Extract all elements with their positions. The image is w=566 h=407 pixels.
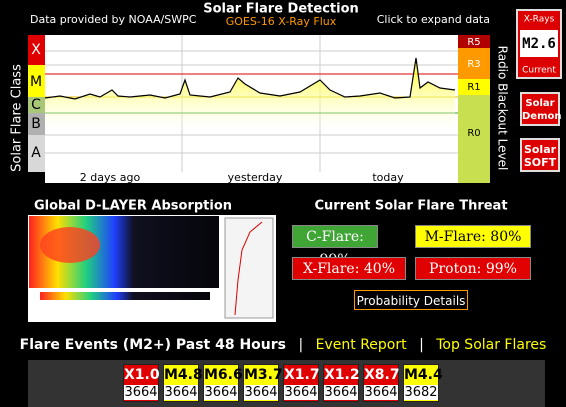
event-class: M4.8 [164,367,203,383]
event-class: M3.7 [244,367,283,383]
event-box[interactable]: M3.7 3664 [243,364,283,402]
class-band [28,113,45,135]
class-label: B [31,116,41,132]
class-label: M [30,74,42,90]
event-region: 3682 [404,385,438,400]
class-label: X [31,42,41,58]
event-box[interactable]: M6.6 3664 [203,364,243,402]
event-box[interactable]: X1.2 3664 [323,364,360,402]
blackout-band [458,79,490,95]
class-label: C [31,97,41,113]
absorption-colorbar [40,292,210,300]
time-axis [45,172,458,183]
threat-box: C-Flare: 99% [292,225,378,268]
absorption-profile [224,217,274,319]
blackout-level: R3 [467,59,480,70]
absorption-hotspot [40,227,100,263]
top-flares-link[interactable]: Top Solar Flares [435,337,546,353]
class-band [28,135,45,172]
event-region: 3664 [244,385,278,400]
event-region: 3664 [204,385,238,400]
event-class: M4.4 [404,367,443,383]
event-class: X1.0 [124,367,160,383]
subtitle: GOES-16 X-Ray Flux [226,15,337,28]
time-label: today [372,171,404,184]
blackout-label: Radio Blackout Level [496,46,510,171]
event-class: X1.7 [284,367,320,383]
blackout-level: R1 [467,82,480,93]
event-box[interactable]: X8.7 3664 [363,364,400,402]
event-box[interactable]: X1.7 3664 [283,364,320,402]
y-axis-label: Solar Flare Class [10,64,25,172]
flux-fill [45,58,455,130]
event-box[interactable]: X1.0 3664 [123,364,160,402]
event-class: X1.2 [324,367,360,383]
class-band [28,35,45,65]
event-class: X8.7 [364,367,400,383]
event-box[interactable]: M4.8 3664 [163,364,203,402]
blackout-band [458,35,490,48]
xrays-caption: Current [522,66,556,76]
event-region: 3664 [284,385,318,400]
expand-link[interactable]: Click to expand data [377,13,490,26]
event-region: 3664 [324,385,358,400]
xrays-value: M2.6 [522,36,556,52]
separator: | [298,337,303,353]
absorption-title: Global D-LAYER Absorption [34,199,232,214]
event-box[interactable]: M4.4 3682 [403,364,443,402]
event-region: 3664 [124,385,158,400]
time-label: 2 days ago [80,171,141,184]
solar-soft-button[interactable]: Solar SOFT [520,138,560,172]
title: Solar Flare Detection [203,2,359,17]
events-title: Flare Events (M2+) Past 48 Hours [20,337,286,353]
threat-box: M-Flare: 80% [415,225,531,248]
blackout-band [458,48,490,79]
blackout-level: R0 [467,128,480,139]
time-label: yesterday [228,171,283,184]
blackout-level: R5 [467,37,480,48]
class-band [28,65,45,97]
threat-box: X-Flare: 40% [292,257,406,280]
absorption-curve [234,221,263,316]
separator: | [419,337,424,353]
xrays-value-bg [520,30,558,57]
threat-title: Current Solar Flare Threat [314,199,507,214]
event-class: M6.6 [204,367,243,383]
threat-box: Proton: 99% [415,257,531,280]
events-header: Flare Events (M2+) Past 48 Hours | Event… [20,337,547,353]
xrays-title: X-Rays [524,15,555,25]
blackout-band [458,95,490,183]
event-report-link[interactable]: Event Report [316,337,407,353]
probability-button[interactable]: Probability Details [354,290,468,310]
solar-demon-button[interactable]: Solar Demon [520,92,562,126]
class-band [28,97,45,113]
flux-line [44,57,456,100]
credit: Data provided by NOAA/SWPC [30,13,197,26]
event-region: 3664 [164,385,198,400]
event-region: 3664 [364,385,398,400]
class-label: A [31,145,41,161]
